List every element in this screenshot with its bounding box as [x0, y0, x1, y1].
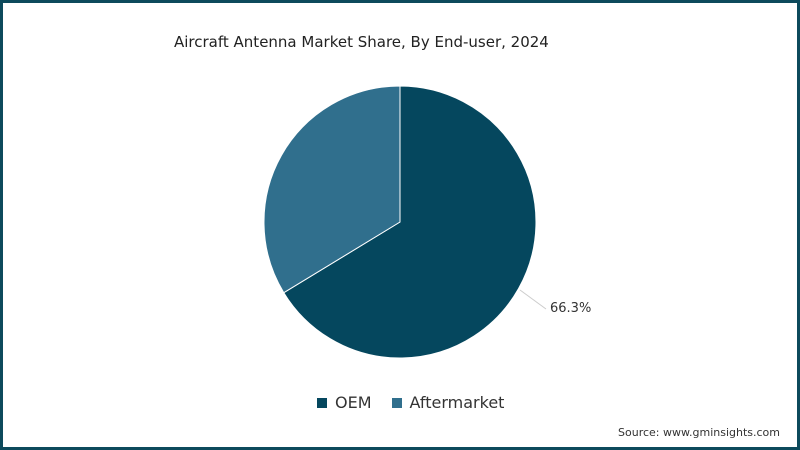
source-text: Source: www.gminsights.com — [618, 426, 780, 439]
legend: OEM Aftermarket — [317, 393, 524, 412]
pie-slice-oem[interactable] — [283, 85, 537, 359]
data-label-oem: 66.3% — [550, 301, 592, 316]
leader-line — [519, 289, 547, 310]
legend-swatch-aftermarket — [391, 397, 402, 408]
pie-slice-aftermarket[interactable] — [263, 85, 401, 294]
legend-label-aftermarket: Aftermarket — [409, 393, 505, 412]
legend-label-oem: OEM — [335, 393, 372, 412]
legend-item-aftermarket[interactable]: Aftermarket — [391, 393, 505, 412]
legend-swatch-oem — [317, 397, 327, 408]
legend-item-oem[interactable]: OEM — [317, 393, 372, 412]
chart-title: Aircraft Antenna Market Share, By End-us… — [174, 33, 549, 51]
